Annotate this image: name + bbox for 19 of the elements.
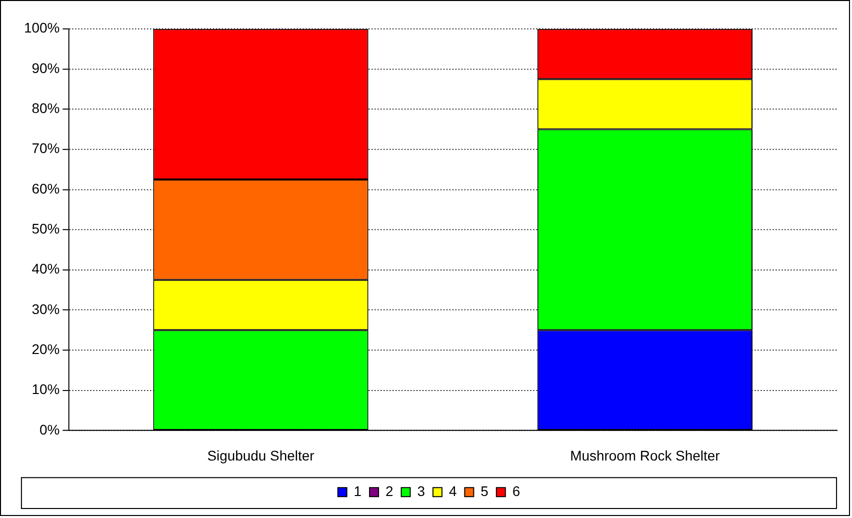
legend-label: 5 <box>480 482 489 499</box>
y-tick-label: 80% <box>32 100 60 116</box>
legend-label: 6 <box>512 482 520 499</box>
y-tick-label: 100% <box>24 20 60 36</box>
legend-label: 1 <box>354 482 362 499</box>
y-tick-label: 20% <box>32 341 60 358</box>
y-tick-label: 40% <box>32 260 60 277</box>
legend-label: 2 <box>386 482 394 499</box>
x-tick-label: Sigubudu Shelter <box>207 448 315 464</box>
legend-label: 4 <box>448 482 457 499</box>
y-tick-label: 0% <box>39 421 60 438</box>
x-tick-label: Mushroom Rock Shelter <box>570 448 720 464</box>
y-tick-label: 90% <box>32 60 60 76</box>
y-tick-label: 70% <box>32 140 60 156</box>
y-tick-label: 50% <box>32 220 60 237</box>
y-tick-label: 10% <box>32 381 60 398</box>
legend-label: 3 <box>417 482 426 499</box>
y-tick-label: 30% <box>32 300 60 317</box>
y-tick-label: 60% <box>32 180 60 196</box>
